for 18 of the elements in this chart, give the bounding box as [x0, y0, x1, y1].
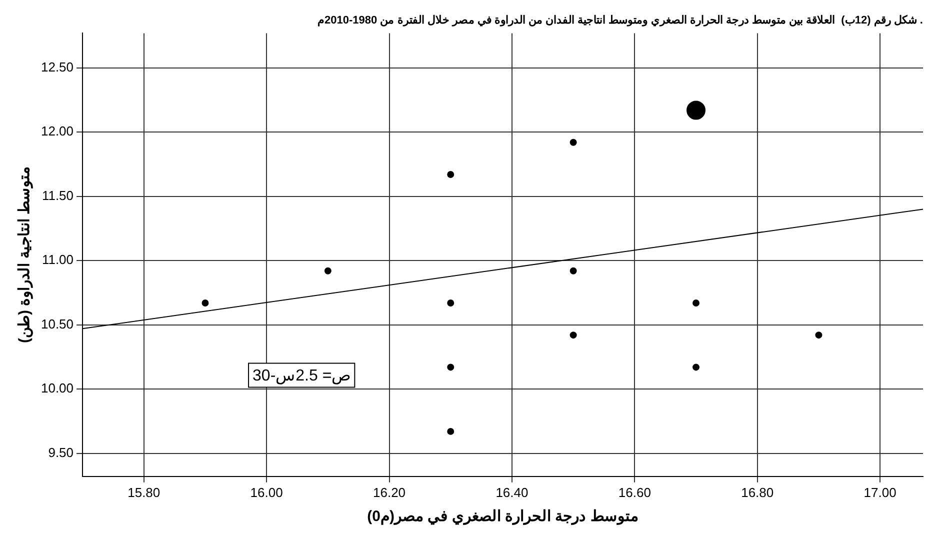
x-tick-label: 15.80 — [128, 484, 160, 500]
y-tick-label: 11.00 — [42, 252, 74, 268]
y-axis-title: متوسط انتاجية الدراوة (طن) — [16, 166, 34, 344]
x-tick-label: 16.20 — [373, 484, 406, 500]
x-tick-label: 16.60 — [618, 484, 651, 500]
y-tick-label: 9.50 — [48, 444, 74, 460]
y-tick-label: 12.50 — [40, 59, 74, 74]
x-tick-label: 16.80 — [741, 484, 774, 500]
chart-title: شكل رقم (12ب) العلاقة بين متوسط درجة الحرارة الصغري ومتوسط انتاجية الفدان من الدراوة في مصر خلال الفترة من 1980-2010م . — [318, 14, 923, 28]
x-tick-label: 17.00 — [864, 484, 896, 500]
y-tick-label: 10.00 — [40, 380, 74, 396]
y-tick-label: 12.00 — [40, 124, 74, 139]
annotation: ص= 2.5س-30 — [252, 368, 351, 385]
y-tick-label: 11.50 — [42, 188, 74, 203]
x-axis-title: متوسط درجة الحرارة الصغري في مصر(م0) — [367, 508, 638, 526]
x-tick-label: 16.00 — [250, 484, 283, 500]
y-tick-label: 10.50 — [40, 316, 74, 332]
x-tick-label: 16.40 — [496, 484, 528, 500]
